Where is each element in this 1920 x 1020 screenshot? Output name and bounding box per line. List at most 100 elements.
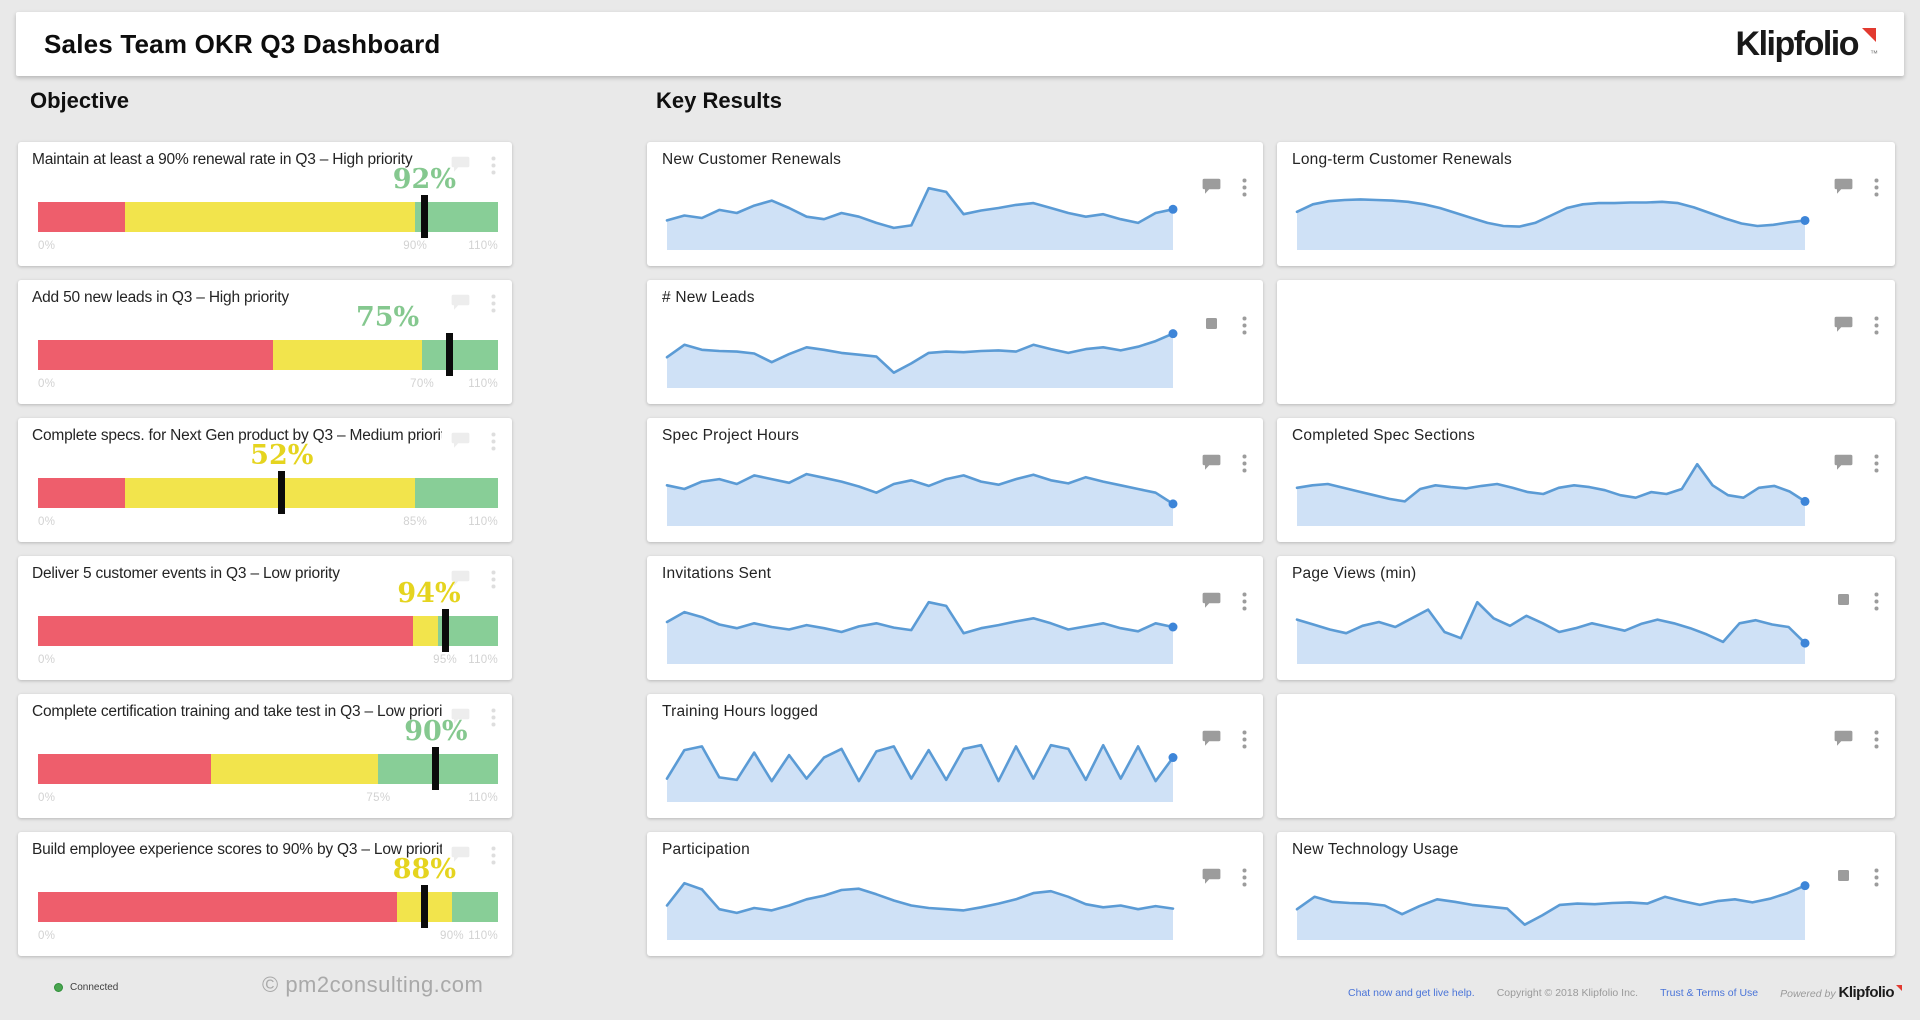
comment-icon[interactable] xyxy=(1206,318,1217,329)
objective-title: Complete certification training and take… xyxy=(32,703,442,720)
key-result-title: Participation xyxy=(662,841,750,858)
bullet-segment-green xyxy=(452,892,498,922)
kebab-menu-icon[interactable] xyxy=(1874,730,1879,749)
terms-link[interactable]: Trust & Terms of Use xyxy=(1660,986,1759,999)
comment-icon[interactable] xyxy=(1202,178,1221,195)
comment-icon[interactable] xyxy=(1838,594,1849,605)
copyright-text: Copyright © 2018 Klipfolio Inc. xyxy=(1496,986,1639,999)
kebab-menu-icon[interactable] xyxy=(491,570,496,589)
comment-icon[interactable] xyxy=(1834,454,1853,471)
last-point-dot xyxy=(1800,496,1810,506)
comment-icon[interactable] xyxy=(1202,454,1221,471)
bullet-segment-red xyxy=(38,754,211,784)
sparkline-holder xyxy=(1293,176,1811,256)
bullet-segment-red xyxy=(38,340,273,370)
comment-icon[interactable] xyxy=(451,846,470,863)
sparkline-holder xyxy=(1293,590,1811,670)
objective-card: Deliver 5 customer events in Q3 – Low pr… xyxy=(18,556,512,680)
kebab-menu-icon[interactable] xyxy=(1242,592,1247,611)
chat-link[interactable]: Chat now and get live help. xyxy=(1348,986,1475,999)
axis-tick: 90% xyxy=(440,930,464,942)
kebab-menu-icon[interactable] xyxy=(491,294,496,313)
key-result-title: Training Hours logged xyxy=(662,703,819,720)
page-title: Sales Team OKR Q3 Dashboard xyxy=(44,28,441,59)
axis-tick: 110% xyxy=(468,240,498,252)
sparkline-chart xyxy=(1295,198,1810,250)
key-result-title: Page Views (min) xyxy=(1292,565,1417,582)
bullet-marker xyxy=(420,885,428,928)
comment-icon[interactable] xyxy=(451,708,470,725)
key-result-card: Spec Project Hours xyxy=(647,418,1263,542)
key-result-title: Completed Spec Sections xyxy=(1292,427,1475,444)
kebab-menu-icon[interactable] xyxy=(1874,454,1879,473)
kebab-menu-icon[interactable] xyxy=(1874,178,1879,197)
objective-value: 88% xyxy=(392,854,456,885)
key-result-card: Training Hours logged xyxy=(647,694,1263,818)
comment-icon[interactable] xyxy=(1834,730,1853,747)
axis-tick: 110% xyxy=(468,654,498,666)
objective-value: 52% xyxy=(250,440,314,471)
last-point-dot xyxy=(1168,329,1178,339)
objective-title: Maintain at least a 90% renewal rate in … xyxy=(32,151,413,168)
comment-icon[interactable] xyxy=(1838,870,1849,881)
key-result-card: New Technology Usage xyxy=(1277,832,1895,956)
bullet-marker xyxy=(432,747,440,790)
connection-status: Connected xyxy=(54,982,118,993)
axis-tick: 110% xyxy=(468,378,498,390)
sparkline-chart xyxy=(1295,881,1810,940)
comment-icon[interactable] xyxy=(451,570,470,587)
trademark-symbol: ™ xyxy=(1870,48,1878,58)
key-result-card: Invitations Sent xyxy=(647,556,1263,680)
kebab-menu-icon[interactable] xyxy=(1874,592,1879,611)
bullet-chart xyxy=(38,471,498,514)
kebab-menu-icon[interactable] xyxy=(1242,730,1247,749)
sparkline-holder xyxy=(663,728,1179,808)
objective-title: Build employee experience scores to 90% … xyxy=(32,841,442,858)
comment-icon[interactable] xyxy=(1834,178,1853,195)
comment-icon[interactable] xyxy=(1202,730,1221,747)
klipfolio-flag-icon xyxy=(1862,27,1876,42)
comment-icon[interactable] xyxy=(1202,868,1221,885)
bullet-segment-red xyxy=(38,202,126,232)
sparkline-holder xyxy=(1293,866,1811,946)
key-result-title: Long-term Customer Renewals xyxy=(1292,151,1512,168)
kebab-menu-icon[interactable] xyxy=(491,708,496,727)
kebab-menu-icon[interactable] xyxy=(491,846,496,865)
comment-icon[interactable] xyxy=(1834,316,1853,333)
kebab-menu-icon[interactable] xyxy=(491,156,496,175)
sparkline-holder xyxy=(1293,452,1811,532)
kebab-menu-icon[interactable] xyxy=(1874,868,1879,887)
comment-icon[interactable] xyxy=(451,156,470,173)
last-point-dot xyxy=(1800,638,1810,648)
kebab-menu-icon[interactable] xyxy=(1242,454,1247,473)
sparkline-holder xyxy=(663,452,1179,532)
bullet-segment-yellow xyxy=(412,616,439,646)
comment-icon[interactable] xyxy=(451,432,470,449)
axis-tick: 0% xyxy=(38,792,56,804)
watermark: © pm2consulting.com xyxy=(262,972,484,997)
kebab-menu-icon[interactable] xyxy=(1242,868,1247,887)
bullet-segment-red xyxy=(38,892,397,922)
last-point-dot xyxy=(1168,753,1178,763)
comment-icon[interactable] xyxy=(451,294,470,311)
sparkline-chart xyxy=(665,472,1178,526)
bullet-chart xyxy=(38,195,498,238)
bullet-segment-yellow xyxy=(210,754,379,784)
kebab-menu-icon[interactable] xyxy=(491,432,496,451)
powered-by-label: Powered by xyxy=(1780,988,1836,1000)
bullet-marker xyxy=(441,609,449,652)
kebab-menu-icon[interactable] xyxy=(1242,316,1247,335)
comment-icon[interactable] xyxy=(1202,592,1221,609)
bullet-chart xyxy=(38,885,498,928)
sparkline-chart xyxy=(665,881,1175,940)
kebab-menu-icon[interactable] xyxy=(1242,178,1247,197)
sparkline-holder xyxy=(663,590,1179,670)
kebab-menu-icon[interactable] xyxy=(1874,316,1879,335)
powered-klipfolio-text: Klipfolio xyxy=(1838,984,1895,1001)
powered-klipfolio-logo: Klipfolio xyxy=(1838,984,1902,1001)
key-result-card-empty xyxy=(1277,280,1895,404)
last-point-dot xyxy=(1168,499,1178,509)
objective-card: Maintain at least a 90% renewal rate in … xyxy=(18,142,512,266)
bullet-segment-yellow xyxy=(125,478,416,508)
bullet-chart xyxy=(38,333,498,376)
